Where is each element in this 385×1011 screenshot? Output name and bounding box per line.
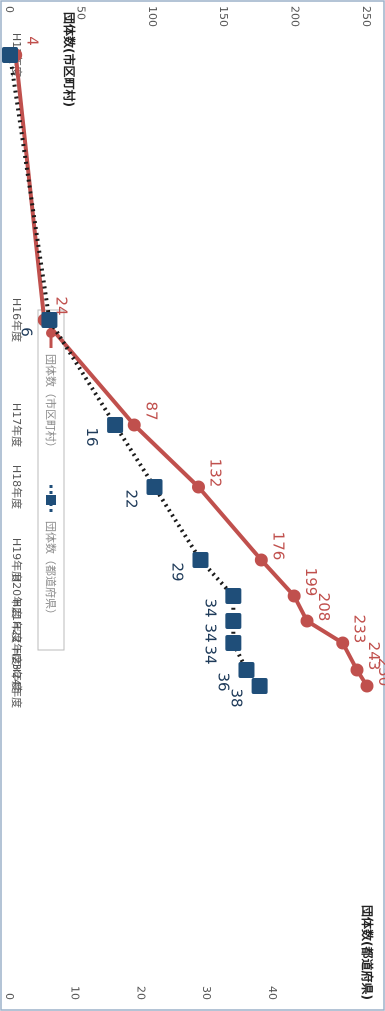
data-label: 38 [228,688,246,707]
left-tick-label: 200 [289,6,302,27]
data-label: 4 [24,36,42,46]
series-point [287,589,301,603]
category-tick-label: H21年度 [10,599,24,643]
data-label: 16 [83,427,101,446]
legend-box [37,309,65,651]
series-line [13,54,369,688]
category-tick-label: H24年度 [10,664,24,708]
data-label: 250 [375,658,385,687]
left-axis-title: 団体数(市区町村) [62,12,77,107]
data-label: 34 [201,645,219,664]
series-point [336,636,350,650]
series-point [350,663,364,677]
series-point [251,678,268,694]
series-point [192,552,209,568]
series-point [360,679,374,693]
data-label: 233 [351,615,369,644]
legend-label-a: 団体数（市区町村） [44,354,58,453]
category-tick-label: H22年度 [10,621,24,665]
right-tick-label: 20 [134,986,147,1000]
data-label: 34 [201,623,219,642]
category-tick-label: H23年度 [10,648,24,692]
series-point [254,553,268,567]
left-tick-label: 0 [3,6,16,13]
data-label: 176 [269,532,287,561]
category-tick-label: H17年度 [10,403,24,447]
series-point [225,635,242,651]
data-label: 243 [365,642,383,671]
category-tick-label: H20年度 [10,574,24,618]
legend: 団体数（市区町村） 団体数（都道府県） [37,309,65,651]
series-point [107,417,124,433]
data-label: 22 [123,489,141,508]
right-axis-title: 団体数(都道府県) [360,905,375,1000]
left-tick-label: 50 [74,6,87,20]
data-label: 29 [168,562,186,581]
data-label: 6 [17,327,35,337]
right-tick-label: 0 [3,993,16,1000]
data-label: 36 [214,672,232,691]
series-point [127,418,141,432]
data-label: 87 [142,401,160,420]
data-label: 132 [206,459,224,488]
series-point [238,662,255,678]
left-axis-ticks: 0 50 100 150 200 250 [3,6,373,27]
data-label: 24 [52,296,70,315]
series-point [41,312,58,328]
left-tick-label: 100 [146,6,159,27]
right-tick-label: 10 [69,986,82,1000]
series-point [146,479,163,495]
series-point [191,480,205,494]
series-point [2,47,18,63]
series-point [225,588,242,604]
series-point [225,613,242,629]
category-axis-ticks: H13年度H16年度H17年度H18年度H19年度H20年度H21年度H22年度… [10,33,24,708]
series-point [300,614,314,628]
category-tick-label: H18年度 [10,465,24,509]
right-tick-label: 40 [266,986,279,1000]
category-tick-label: H16年度 [10,298,24,342]
right-tick-label: 30 [200,986,213,1000]
data-label: 208 [315,593,333,622]
left-tick-label: 150 [217,6,230,27]
category-tick-label: H19年度 [10,538,24,582]
data-label: 199 [302,568,320,597]
legend-label-b: 団体数（都道府県） [44,521,58,620]
left-tick-label: 250 [360,6,373,27]
legend-marker-b [46,495,56,505]
right-axis-ticks: 0 10 20 30 40 [3,986,279,1000]
data-label: 34 [201,598,219,617]
